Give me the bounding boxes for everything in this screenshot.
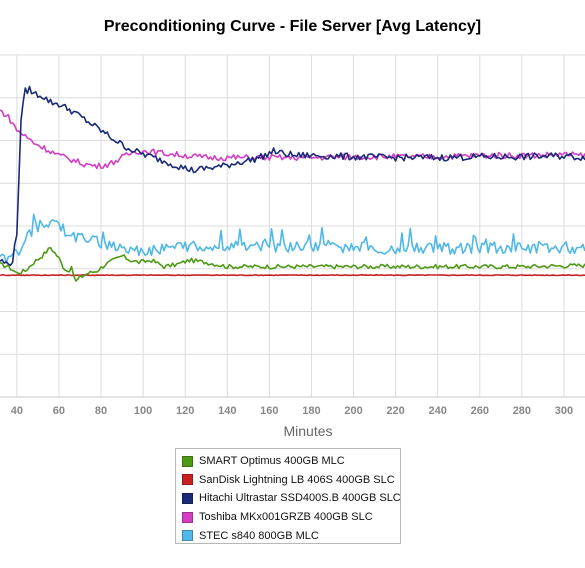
x-tick-label-10: 240 bbox=[429, 405, 447, 417]
legend-label-3: Toshiba MKx001GRZB 400GB SLC bbox=[199, 511, 373, 524]
legend-swatch-0 bbox=[182, 455, 193, 467]
x-tick-label-4: 120 bbox=[176, 405, 194, 417]
series-lines bbox=[0, 85, 585, 282]
series-line-4 bbox=[0, 213, 585, 264]
legend-swatch-2 bbox=[182, 492, 193, 504]
legend-item-3: Toshiba MKx001GRZB 400GB SLC bbox=[176, 508, 400, 527]
x-tick-label-9: 220 bbox=[386, 405, 404, 417]
legend-swatch-4 bbox=[182, 530, 193, 542]
legend-item-0: SMART Optimus 400GB MLC bbox=[176, 452, 400, 471]
x-tick-label-1: 60 bbox=[53, 405, 65, 417]
legend-label-0: SMART Optimus 400GB MLC bbox=[199, 455, 345, 468]
x-tick-labels: 40 60 80 100 120 140 160 180 200 220 240 260 280 300 bbox=[11, 405, 573, 417]
x-tick-label-12: 280 bbox=[513, 405, 531, 417]
legend-swatch-1 bbox=[182, 474, 193, 486]
x-tick-label-5: 140 bbox=[218, 405, 236, 417]
x-tick-label-2: 80 bbox=[95, 405, 107, 417]
legend-label-2: Hitachi Ultrastar SSD400S.B 400GB SLC bbox=[199, 492, 401, 505]
x-tick-label-0: 40 bbox=[11, 405, 23, 417]
legend-label-4: STEC s840 800GB MLC bbox=[199, 529, 319, 542]
legend-item-1: SanDisk Lightning LB 406S 400GB SLC bbox=[176, 471, 400, 490]
x-axis-label: Minutes bbox=[283, 423, 332, 439]
series-line-2 bbox=[0, 85, 585, 267]
x-tick-label-6: 160 bbox=[260, 405, 278, 417]
legend-item-4: STEC s840 800GB MLC bbox=[176, 526, 400, 545]
x-tick-label-7: 180 bbox=[302, 405, 320, 417]
x-tick-label-13: 300 bbox=[555, 405, 573, 417]
series-line-0 bbox=[0, 246, 585, 282]
x-tick-label-8: 200 bbox=[344, 405, 362, 417]
legend-label-1: SanDisk Lightning LB 406S 400GB SLC bbox=[199, 473, 395, 486]
x-tick-label-11: 260 bbox=[471, 405, 489, 417]
legend: SMART Optimus 400GB MLC SanDisk Lightning… bbox=[175, 448, 401, 544]
x-tick-label-3: 100 bbox=[134, 405, 152, 417]
series-line-1 bbox=[0, 274, 585, 277]
chart-title: Preconditioning Curve - File Server [Avg… bbox=[103, 18, 482, 35]
legend-swatch-3 bbox=[182, 511, 193, 523]
legend-item-2: Hitachi Ultrastar SSD400S.B 400GB SLC bbox=[176, 489, 401, 508]
